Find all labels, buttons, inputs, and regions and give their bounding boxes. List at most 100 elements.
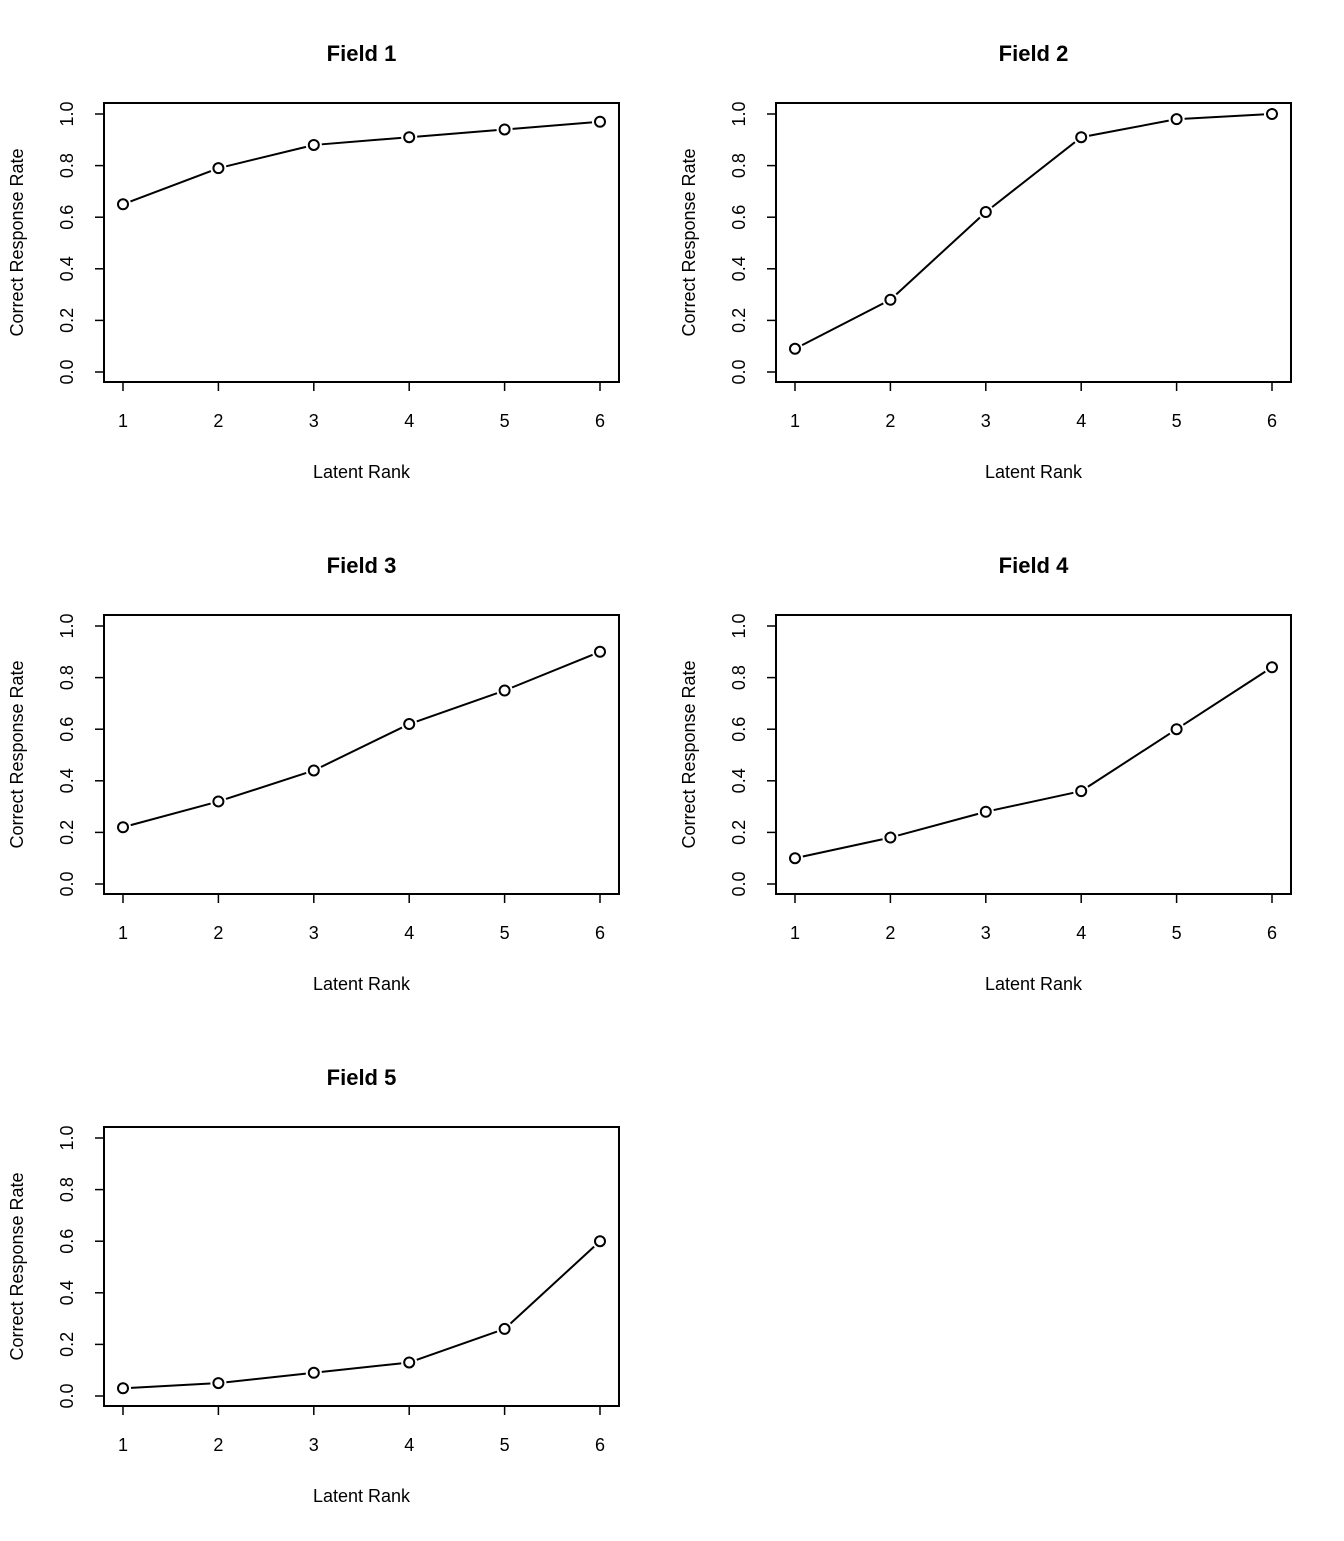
y-tick-label: 0.6 [729,205,749,230]
y-axis-label: Correct Response Rate [679,660,699,848]
x-tick-label: 6 [595,1435,605,1455]
data-point [1170,113,1183,126]
plot-frame [103,102,620,383]
x-tick-label: 6 [1267,923,1277,943]
y-axis-label: Correct Response Rate [7,1172,27,1360]
y-tick-label: 0.6 [57,1229,77,1254]
y-tick-label: 0.8 [57,665,77,690]
x-tick-label: 1 [118,923,128,943]
data-point [884,293,897,306]
x-tick-label: 4 [404,411,414,431]
x-tick-label: 3 [309,411,319,431]
series-line-segment [130,170,212,203]
y-tick-label: 0.0 [57,871,77,896]
chart-panel-3: Field 3 1 2 3 4 5 6 0.0 0.2 0.4 0.6 0.8 1.0 Latent Ra… [7,553,620,994]
series-line-segment [509,1245,595,1325]
data-point [307,764,320,777]
y-tick-label: 0.6 [57,205,77,230]
data-point [403,1356,416,1369]
x-tick-label: 5 [1172,411,1182,431]
series-line-segment [320,726,403,768]
series-line-segment [802,838,883,858]
y-tick-label: 0.4 [57,768,77,793]
series-line-segment [417,129,497,138]
plot-frame [103,614,620,895]
y-tick-label: 0.0 [57,359,77,384]
x-tick-label: 1 [790,923,800,943]
chart-panel-1: Field 1 1 2 3 4 5 6 0.0 0.2 0.4 0.6 0.8 1.0 Latent Ra… [7,41,620,482]
data-point [117,821,129,834]
y-tick-label: 0.2 [57,820,77,845]
x-tick-label: 6 [595,411,605,431]
x-axis-label: Latent Rank [985,974,1083,994]
chart-title: Field 2 [999,41,1069,66]
x-tick-label: 3 [309,923,319,943]
y-tick-label: 0.6 [57,717,77,742]
y-tick-label: 0.8 [729,153,749,178]
x-tick-label: 4 [1076,411,1086,431]
y-tick-label: 0.2 [57,1332,77,1357]
series-line-segment [321,1362,402,1373]
series-line-segment [1087,732,1171,788]
x-tick-label: 4 [1076,923,1086,943]
x-axis-label: Latent Rank [313,1486,411,1506]
x-tick-label: 1 [790,411,800,431]
data-point [498,684,511,697]
data-point [1266,661,1278,674]
plot-frame [775,102,1292,383]
y-tick-label: 1.0 [57,1125,77,1150]
x-tick-label: 1 [118,411,128,431]
data-point [594,115,606,128]
series-line-segment [1184,113,1265,120]
x-tick-label: 2 [213,411,223,431]
y-tick-label: 0.6 [729,717,749,742]
chart-title: Field 4 [999,553,1069,578]
data-point [789,342,801,355]
series-line-segment [226,1372,306,1384]
x-tick-label: 5 [500,923,510,943]
data-point [212,162,225,175]
y-tick-label: 0.8 [57,153,77,178]
x-axis-label: Latent Rank [313,462,411,482]
x-tick-label: 4 [404,923,414,943]
y-tick-label: 0.4 [57,256,77,281]
y-tick-label: 0.4 [729,768,749,793]
series-line-segment [130,802,211,827]
x-axis-label: Latent Rank [313,974,411,994]
x-tick-label: 6 [1267,411,1277,431]
x-tick-label: 5 [500,1435,510,1455]
data-point [884,831,897,844]
y-tick-label: 1.0 [57,101,77,126]
series-line-segment [511,653,593,689]
data-point [403,131,416,144]
series-line-segment [801,302,884,347]
x-tick-label: 4 [404,1435,414,1455]
data-point [117,198,129,211]
series-line-segment [993,791,1074,812]
y-tick-label: 1.0 [57,613,77,638]
x-tick-label: 5 [500,411,510,431]
chart-panel-4: Field 4 1 2 3 4 5 6 0.0 0.2 0.4 0.6 0.8 1.0 Latent Ra… [679,553,1292,994]
series-line-segment [512,121,593,130]
x-tick-label: 2 [213,1435,223,1455]
y-tick-label: 1.0 [729,613,749,638]
chart-title: Field 5 [327,1065,397,1090]
y-tick-label: 0.2 [57,308,77,333]
data-point [979,805,992,818]
series-line-segment [895,216,981,296]
chart-panel-5: Field 5 1 2 3 4 5 6 0.0 0.2 0.4 0.6 0.8 1.0 Latent Ra… [7,1065,620,1506]
series-line-segment [130,1382,211,1389]
series-line-segment [416,692,498,723]
y-axis-label: Correct Response Rate [679,148,699,336]
series-line-segment [416,1330,498,1361]
y-tick-label: 0.0 [57,1383,77,1408]
series-line-segment [897,812,979,837]
data-point [403,718,416,731]
data-point [307,138,320,151]
data-point [1266,108,1278,120]
data-point [594,1235,606,1248]
chart-title: Field 3 [327,553,397,578]
y-tick-label: 0.4 [57,1280,77,1305]
series-line-segment [1182,670,1266,726]
